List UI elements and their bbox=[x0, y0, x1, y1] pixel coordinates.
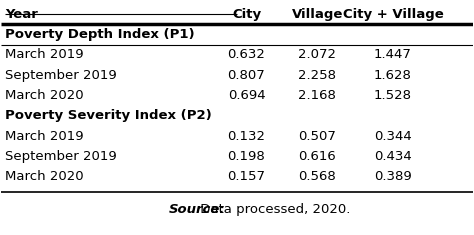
Text: 2.168: 2.168 bbox=[299, 89, 336, 102]
Text: September 2019: September 2019 bbox=[5, 69, 117, 82]
Text: City: City bbox=[232, 8, 261, 21]
Text: 2.258: 2.258 bbox=[298, 69, 337, 82]
Text: 1.628: 1.628 bbox=[374, 69, 412, 82]
Text: Source:: Source: bbox=[168, 203, 225, 216]
Text: 0.132: 0.132 bbox=[228, 130, 265, 143]
Text: Village: Village bbox=[292, 8, 343, 21]
Text: 0.157: 0.157 bbox=[228, 170, 265, 183]
Text: March 2020: March 2020 bbox=[5, 170, 84, 183]
Text: 1.447: 1.447 bbox=[374, 48, 412, 61]
Text: 0.807: 0.807 bbox=[228, 69, 265, 82]
Text: September 2019: September 2019 bbox=[5, 150, 117, 163]
Text: Poverty Severity Index (P2): Poverty Severity Index (P2) bbox=[5, 109, 212, 122]
Text: 0.507: 0.507 bbox=[299, 130, 336, 143]
Text: March 2019: March 2019 bbox=[5, 48, 84, 61]
Text: 2.072: 2.072 bbox=[298, 48, 337, 61]
Text: Poverty Depth Index (P1): Poverty Depth Index (P1) bbox=[5, 28, 195, 41]
Text: 0.389: 0.389 bbox=[374, 170, 412, 183]
Text: 0.198: 0.198 bbox=[228, 150, 265, 163]
Text: 1.528: 1.528 bbox=[374, 89, 412, 102]
Text: 0.434: 0.434 bbox=[374, 150, 412, 163]
Text: 0.694: 0.694 bbox=[228, 89, 265, 102]
Text: March 2020: March 2020 bbox=[5, 89, 84, 102]
Text: March 2019: March 2019 bbox=[5, 130, 84, 143]
Text: 0.568: 0.568 bbox=[299, 170, 336, 183]
Text: City + Village: City + Village bbox=[343, 8, 443, 21]
Text: Data processed, 2020.: Data processed, 2020. bbox=[196, 203, 350, 216]
Text: 0.632: 0.632 bbox=[228, 48, 265, 61]
Text: 0.344: 0.344 bbox=[374, 130, 412, 143]
Text: Year: Year bbox=[5, 8, 38, 21]
Text: 0.616: 0.616 bbox=[299, 150, 336, 163]
